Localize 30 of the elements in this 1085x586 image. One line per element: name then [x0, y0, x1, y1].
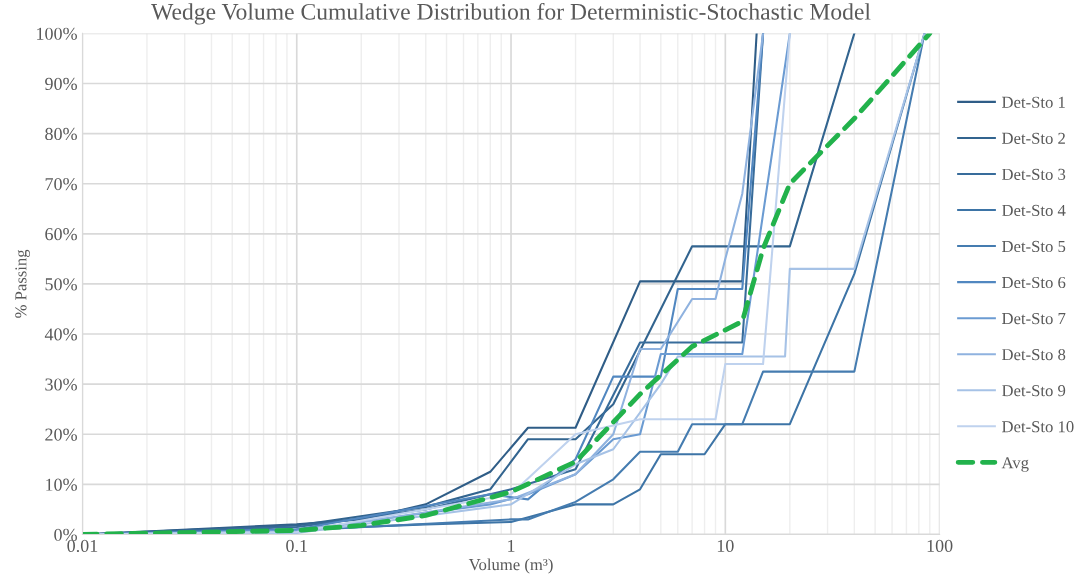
y-tick-label: 40%	[44, 328, 77, 341]
legend-label: Det-Sto 7	[1001, 312, 1066, 325]
legend-label: Det-Sto 1	[1001, 96, 1065, 108]
y-axis-title: % Passing	[15, 249, 30, 318]
y-tick-label: 20%	[45, 428, 77, 441]
x-tick-label: 1	[508, 539, 515, 552]
x-tick-label: 0.01	[67, 539, 98, 553]
legend-label: Avg	[1001, 457, 1029, 472]
y-tick-label: 100%	[37, 27, 77, 40]
legend-label: Det-Sto 2	[1001, 132, 1065, 144]
y-tick-label: 60%	[45, 228, 77, 241]
legend-label: Det-Sto 8	[1001, 348, 1066, 361]
y-tick-label: 90%	[45, 77, 77, 91]
y-tick-label: 30%	[45, 378, 77, 391]
x-tick-label: 0.1	[286, 539, 307, 553]
legend-label: Det-Sto 9	[1001, 385, 1066, 397]
x-tick-label: 10	[717, 539, 734, 552]
y-tick-label: 10%	[46, 478, 77, 491]
y-tick-label: 80%	[45, 127, 77, 141]
y-tick-label: 0%	[54, 528, 77, 541]
y-tick-label: 50%	[45, 278, 77, 291]
chart-title: Wedge Volume Cumulative Distribution for Deterministic-Stochastic Model	[151, 2, 871, 25]
legend-label: Det-Sto 10	[1001, 421, 1074, 433]
legend-label: Det-Sto 3	[1001, 168, 1066, 180]
legend-label: Det-Sto 5	[1001, 240, 1066, 253]
x-tick-label: 100	[927, 539, 953, 552]
x-axis-title: Volume (m³)	[468, 558, 553, 574]
y-tick-label: 70%	[45, 177, 77, 191]
legend-label: Det-Sto 6	[1001, 276, 1066, 289]
legend-label: Det-Sto 4	[1001, 204, 1066, 217]
